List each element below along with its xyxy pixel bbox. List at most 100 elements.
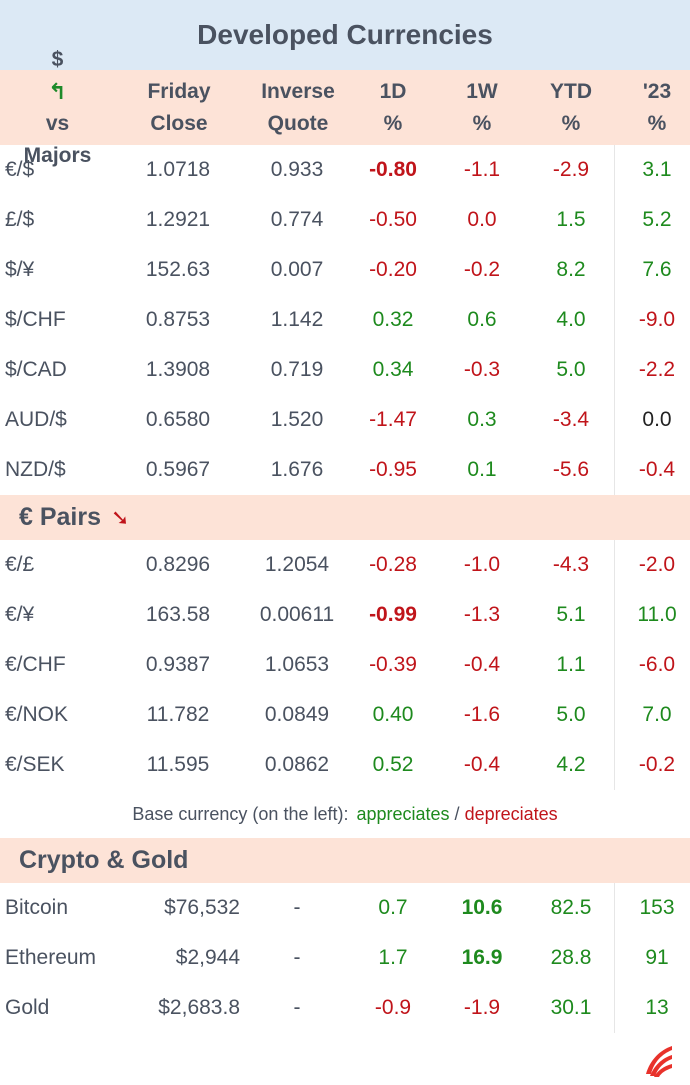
- brand-logo-icon: [646, 1046, 672, 1077]
- cell-d1: 0.7: [378, 896, 408, 919]
- cell-inverse: 0.007: [270, 258, 324, 281]
- cell-ytd: -2.9: [552, 158, 590, 181]
- cell-y23: 11.0: [637, 603, 677, 626]
- row-label: £/$: [5, 208, 35, 231]
- header-inverse-line1: Inverse: [261, 79, 335, 103]
- cell-close: $2,683.8: [158, 996, 240, 1019]
- row-label: NZD/$: [5, 458, 66, 481]
- cell-w1: 0.6: [467, 308, 497, 331]
- cell-ytd: 5.0: [556, 703, 586, 726]
- cell-inverse: -: [293, 896, 301, 919]
- header-1d-line1: 1D: [379, 79, 407, 103]
- header-1w: 1W %: [442, 70, 522, 145]
- cell-ytd: 1.5: [556, 208, 586, 231]
- table-row: $/CAD 1.3908 0.719 0.34 -0.3 5.0 -2.2: [0, 345, 690, 395]
- row-label: €/¥: [5, 603, 35, 626]
- cell-ytd: 4.2: [556, 753, 586, 776]
- footnote-prefix: Base currency (on the left):: [132, 803, 349, 824]
- table-row: €/$ 1.0718 0.933 -0.80 -1.1 -2.9 3.1: [0, 145, 690, 195]
- arrow-up-left-icon: ↰: [48, 78, 67, 104]
- cell-d1: 0.40: [372, 703, 414, 726]
- cell-y23: 7.0: [642, 703, 672, 726]
- header-pair-vs: vs: [45, 111, 70, 135]
- table-row: Ethereum $2,944 - 1.7 16.9 28.8 91: [0, 933, 690, 983]
- header-ytd: YTD %: [531, 70, 611, 145]
- header-pair: $ ↰ vs Majors: [0, 48, 115, 167]
- cell-inverse: 1.142: [270, 308, 324, 331]
- cell-ytd: 5.0: [556, 358, 586, 381]
- cell-close: 0.8296: [145, 553, 211, 576]
- page-title: Developed Currencies: [197, 19, 493, 50]
- cell-w1: -0.4: [463, 653, 501, 676]
- row-label: €/NOK: [5, 703, 69, 726]
- cell-d1: -0.39: [369, 653, 417, 676]
- cell-inverse: 0.00611: [259, 603, 335, 626]
- cell-w1: -1.6: [463, 703, 501, 726]
- cell-ytd: 82.5: [550, 896, 592, 919]
- euro-pairs-section: € Pairs ➘: [0, 495, 690, 540]
- cell-inverse: 0.774: [270, 208, 324, 231]
- cell-inverse: 0.0862: [264, 753, 330, 776]
- cell-d1: 1.7: [378, 946, 408, 969]
- footnote-depreciates: depreciates: [464, 803, 558, 824]
- euro-pairs-title: € Pairs: [19, 503, 102, 531]
- cell-d1: -0.80: [369, 158, 417, 181]
- arrow-down-icon: ➘: [111, 504, 130, 530]
- header-1w-line2: %: [472, 111, 492, 135]
- cell-y23: -2.0: [638, 553, 676, 576]
- cell-inverse: 1.0653: [264, 653, 330, 676]
- column-divider: [614, 883, 615, 1033]
- cell-w1: -1.3: [463, 603, 501, 626]
- cell-y23: 5.2: [642, 208, 672, 231]
- header-ytd-line1: YTD: [550, 79, 592, 103]
- cell-w1: 16.9: [461, 946, 503, 969]
- cell-ytd: 28.8: [550, 946, 592, 969]
- cell-y23: 153: [639, 896, 675, 919]
- cell-y23: -9.0: [638, 308, 676, 331]
- header-pair-majors: Majors: [23, 143, 92, 167]
- table-row: Bitcoin $76,532 - 0.7 10.6 82.5 153: [0, 883, 690, 933]
- cell-y23: -0.4: [638, 458, 676, 481]
- cell-d1: 0.32: [372, 308, 414, 331]
- column-divider: [614, 145, 615, 495]
- cell-inverse: 0.933: [270, 158, 324, 181]
- cell-y23: 0.0: [642, 408, 672, 431]
- cell-inverse: 1.676: [270, 458, 324, 481]
- header-1d-line2: %: [383, 111, 403, 135]
- header-2023-line2: %: [647, 111, 667, 135]
- cell-d1: -0.20: [369, 258, 417, 281]
- table-row: €/£ 0.8296 1.2054 -0.28 -1.0 -4.3 -2.0: [0, 540, 690, 590]
- cell-d1: -0.50: [369, 208, 417, 231]
- euro-pairs-table: €/£ 0.8296 1.2054 -0.28 -1.0 -4.3 -2.0 €/¥ 163.5…: [0, 540, 690, 790]
- row-label: AUD/$: [5, 408, 67, 431]
- cell-close: 163.58: [145, 603, 211, 626]
- cell-inverse: 0.0849: [264, 703, 330, 726]
- row-label: $/¥: [5, 258, 35, 281]
- cell-close: 1.0718: [145, 158, 211, 181]
- cell-close: 0.8753: [145, 308, 211, 331]
- footnote-appreciates: appreciates: [356, 803, 450, 824]
- cell-close: 0.6580: [145, 408, 211, 431]
- cell-inverse: 1.520: [270, 408, 324, 431]
- header-ytd-line2: %: [561, 111, 581, 135]
- row-label: $/CAD: [5, 358, 67, 381]
- cell-w1: -1.9: [463, 996, 501, 1019]
- table-row: €/¥ 163.58 0.00611 -0.99 -1.3 5.1 11.0: [0, 590, 690, 640]
- header-inverse: Inverse Quote: [238, 70, 358, 145]
- table-row: €/SEK 11.595 0.0862 0.52 -0.4 4.2 -0.2: [0, 740, 690, 790]
- cell-close: 1.2921: [145, 208, 211, 231]
- cell-w1: -1.1: [463, 158, 501, 181]
- cell-ytd: -4.3: [552, 553, 590, 576]
- cell-w1: 0.1: [467, 458, 497, 481]
- cell-close: $2,944: [175, 946, 240, 969]
- crypto-gold-section: Crypto & Gold: [0, 838, 690, 883]
- cell-close: $76,532: [164, 896, 240, 919]
- header-close: Friday Close: [120, 70, 238, 145]
- cell-ytd: 4.0: [556, 308, 586, 331]
- table-row: Gold $2,683.8 - -0.9 -1.9 30.1 13: [0, 983, 690, 1033]
- header-pair-dollar: $: [51, 47, 64, 71]
- row-label: €/CHF: [5, 653, 66, 676]
- cell-inverse: 0.719: [270, 358, 324, 381]
- cell-close: 11.782: [146, 703, 210, 726]
- header-2023-line1: '23: [642, 79, 672, 103]
